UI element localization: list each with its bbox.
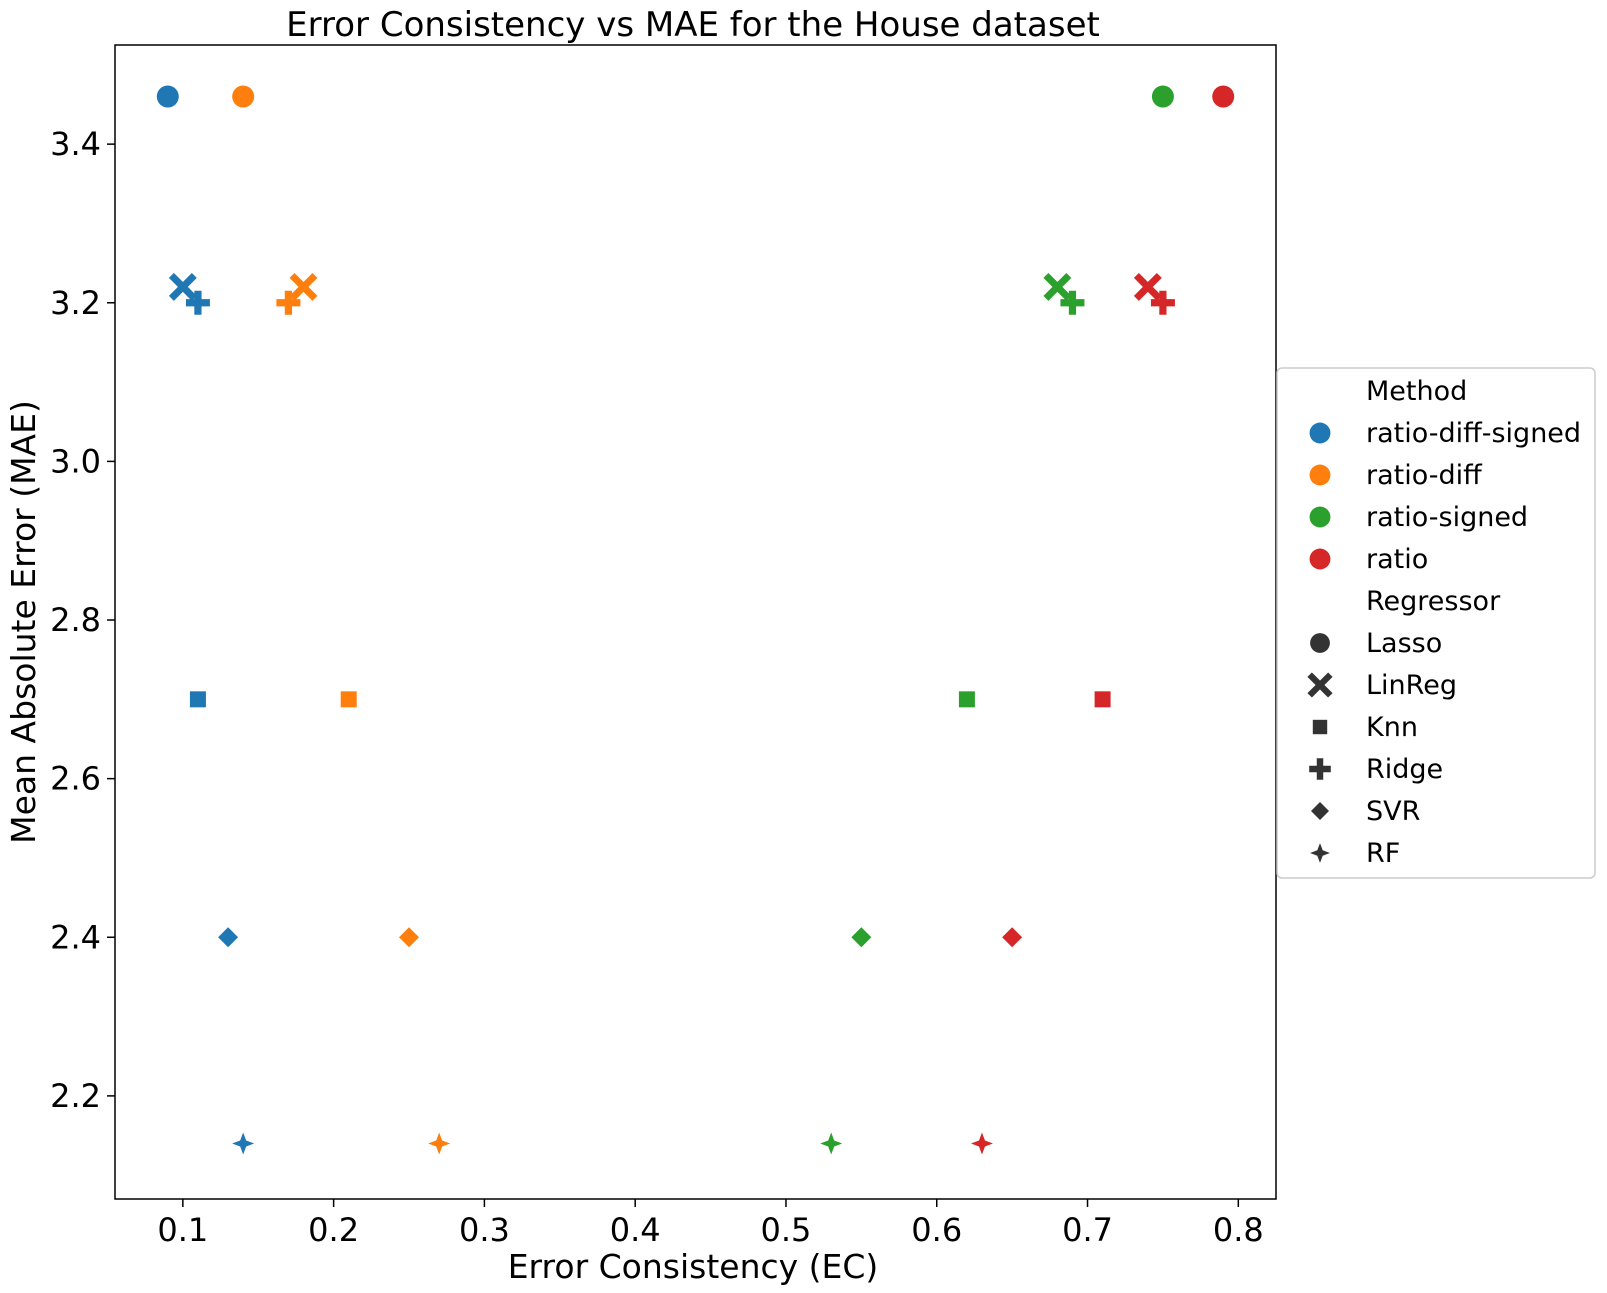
legend-style-title: Regressor [1366, 586, 1501, 617]
point-ratio-lasso [1212, 85, 1235, 108]
point-ratio-diff-knn [340, 691, 357, 708]
x-axis-title: Error Consistency (EC) [508, 1247, 879, 1286]
y-axis-title: Mean Absolute Error (MAE) [4, 400, 43, 844]
point-ratio-rf [970, 1132, 993, 1155]
point-ratio-diff-signed-lasso [156, 85, 179, 108]
point-ratio-ridge [1150, 290, 1175, 315]
legend-marker-rf [1310, 843, 1330, 863]
plot-frame [114, 44, 1277, 1200]
x-tick-label: 0.1 [157, 1211, 208, 1249]
legend-label-ratio-diff-signed: ratio-diff-signed [1366, 418, 1581, 449]
point-ratio-linreg [1133, 272, 1162, 301]
x-tick-label: 0.6 [911, 1211, 962, 1249]
point-ratio-signed-rf [820, 1132, 843, 1155]
x-tick-label: 0.4 [610, 1211, 661, 1249]
x-tick-label: 0.5 [761, 1211, 812, 1249]
y-tick-label: 2.4 [50, 918, 101, 956]
point-ratio-diff-signed-svr [218, 927, 239, 948]
point-ratio-signed-linreg [1043, 272, 1072, 301]
point-ratio-diff-lasso [232, 85, 255, 108]
legend-label-linreg: LinReg [1366, 670, 1457, 701]
legend-marker-linreg [1307, 672, 1333, 698]
legend-marker-lasso [1310, 633, 1330, 653]
y-axis-ticks: 2.2 2.4 2.6 2.8 3.0 3.2 3.4 [50, 125, 115, 1115]
point-ratio-diff-signed-linreg [168, 272, 197, 301]
legend-marker-ratio-signed [1309, 506, 1331, 528]
legend-marker-ratio-diff-signed [1309, 422, 1331, 444]
x-tick-label: 0.3 [459, 1211, 510, 1249]
point-ratio-signed-svr [851, 927, 872, 948]
point-ratio-diff-rf [428, 1132, 451, 1155]
point-ratio-signed-knn [958, 691, 975, 708]
legend-label-ratio: ratio [1366, 544, 1428, 575]
legend-marker-ratio-diff [1309, 464, 1331, 486]
y-tick-label: 2.6 [50, 760, 101, 798]
legend-marker-ratio [1309, 548, 1331, 570]
legend-label-rf: RF [1366, 838, 1400, 869]
point-ratio-diff-signed-rf [232, 1132, 255, 1155]
chart-title: Error Consistency vs MAE for the House d… [286, 5, 1100, 45]
y-tick-label: 2.8 [50, 601, 101, 639]
point-ratio-diff-linreg [289, 272, 318, 301]
legend-marker-ridge [1309, 758, 1331, 780]
legend-label-lasso: Lasso [1366, 628, 1442, 659]
x-tick-label: 0.8 [1213, 1211, 1264, 1249]
legend-label-ratio-signed: ratio-signed [1366, 502, 1528, 533]
data-points [156, 85, 1235, 1155]
legend-frame [1276, 367, 1596, 879]
legend-hue-title: Method [1366, 376, 1467, 407]
point-ratio-signed-ridge [1060, 290, 1085, 315]
legend: Method ratio-diff-signed ratio-diff ratio-… [1276, 367, 1596, 879]
y-tick-label: 3.2 [50, 284, 101, 322]
y-tick-label: 2.2 [50, 1077, 101, 1115]
y-tick-label: 3.4 [50, 125, 101, 163]
x-tick-label: 0.2 [308, 1211, 359, 1249]
legend-label-svr: SVR [1366, 796, 1420, 827]
x-tick-label: 0.7 [1062, 1211, 1113, 1249]
point-ratio-svr [1002, 927, 1023, 948]
legend-label-knn: Knn [1366, 712, 1418, 743]
point-ratio-signed-lasso [1151, 85, 1174, 108]
point-ratio-diff-ridge [276, 290, 301, 315]
y-tick-label: 3.0 [50, 442, 101, 480]
x-axis-ticks: 0.1 0.2 0.3 0.4 0.5 0.6 0.7 0.8 [157, 1199, 1264, 1249]
point-ratio-diff-svr [399, 927, 420, 948]
legend-marker-knn [1312, 719, 1328, 735]
legend-marker-svr [1311, 802, 1329, 820]
legend-label-ratio-diff: ratio-diff [1366, 460, 1483, 491]
plot-axes [114, 44, 1277, 1200]
point-ratio-knn [1094, 691, 1111, 708]
point-ratio-diff-signed-ridge [185, 290, 210, 315]
legend-label-ridge: Ridge [1366, 754, 1443, 785]
point-ratio-diff-signed-knn [189, 691, 206, 708]
